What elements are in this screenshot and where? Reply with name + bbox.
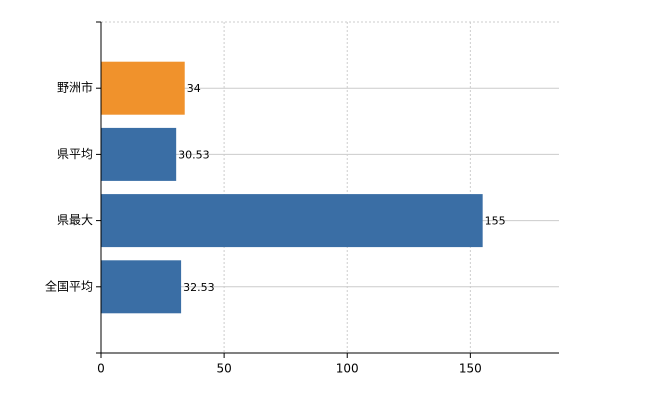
y-tick-label: 野洲市: [57, 80, 93, 95]
y-tick-label: 県平均: [57, 147, 93, 161]
x-tick-label: 100: [336, 362, 359, 376]
value-label: 32.53: [183, 281, 215, 294]
bar: [101, 127, 177, 181]
value-label: 155: [485, 215, 506, 228]
value-label: 30.53: [178, 148, 210, 161]
bar: [101, 260, 182, 314]
y-tick-label: 県最大: [57, 213, 93, 227]
x-tick-label: 150: [459, 362, 482, 376]
x-tick-label: 0: [97, 362, 105, 376]
y-tick-label: 全国平均: [45, 278, 93, 293]
bar: [101, 61, 185, 115]
value-label: 34: [187, 82, 201, 95]
bar: [101, 194, 483, 248]
x-tick-label: 50: [216, 362, 231, 376]
